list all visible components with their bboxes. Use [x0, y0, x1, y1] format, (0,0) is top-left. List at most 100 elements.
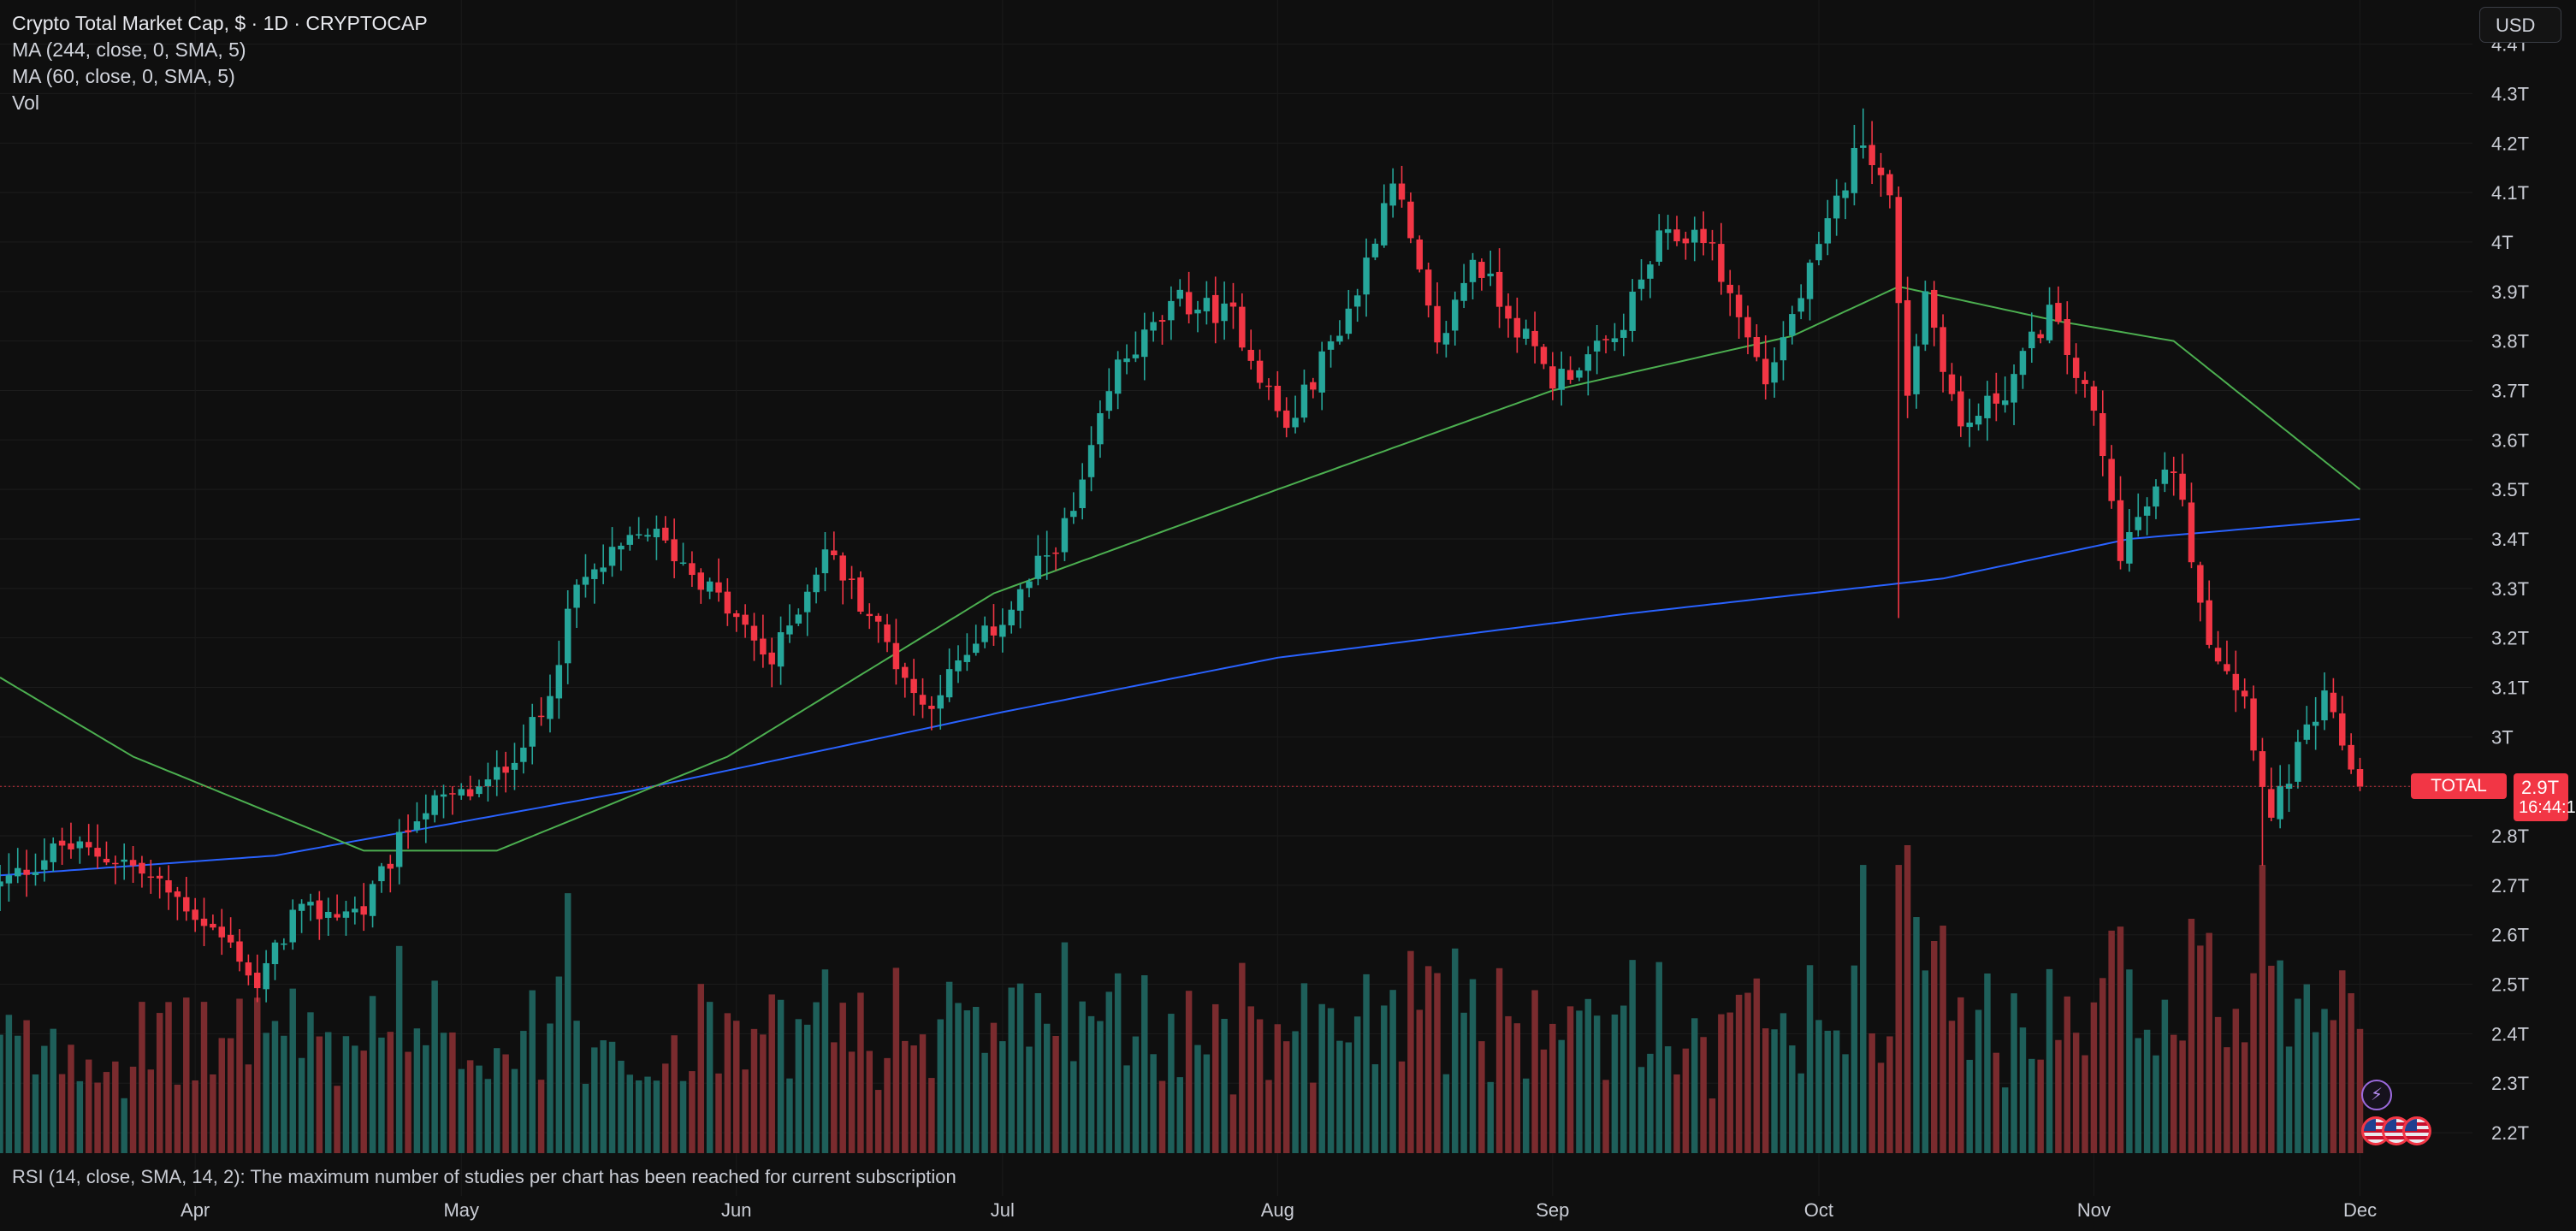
candle-body — [555, 665, 563, 699]
candle-body — [1780, 337, 1787, 361]
candle-body — [2108, 459, 2115, 501]
candle-body — [1318, 351, 1325, 393]
candle-body — [1655, 230, 1662, 262]
volume-bar — [2321, 1009, 2328, 1153]
candle-body — [5, 875, 13, 884]
volume-bar — [2099, 978, 2106, 1153]
candle-body — [218, 926, 225, 938]
candle-body — [1513, 317, 1521, 338]
volume-bar — [1602, 1080, 1609, 1153]
candle-body — [1442, 333, 1450, 345]
candle-body — [2037, 334, 2044, 339]
volume-bar — [121, 1098, 127, 1153]
candle-body — [1389, 183, 1396, 206]
candle-body — [715, 582, 722, 593]
volume-bar — [600, 1040, 607, 1153]
volume-bar — [378, 1037, 385, 1153]
volume-bar — [23, 1020, 30, 1153]
volume-bar — [1310, 1082, 1317, 1153]
volume-bar — [298, 1057, 305, 1153]
volume-bar — [671, 1035, 678, 1153]
candle-body — [2046, 305, 2053, 340]
candle-body — [884, 624, 891, 642]
candle-body — [271, 942, 279, 965]
candle-body — [573, 584, 580, 608]
volume-bar — [848, 1051, 856, 1153]
ma-60-line[interactable] — [0, 285, 2361, 852]
candle-body — [1079, 479, 1086, 508]
candle-body — [1132, 354, 1140, 358]
candle-body — [2303, 724, 2311, 740]
candle-body — [1682, 238, 1690, 244]
candle-body — [458, 789, 465, 796]
candle-body — [2197, 565, 2204, 603]
candle-body — [316, 900, 323, 920]
candle-body — [2161, 469, 2169, 484]
volume-bar — [626, 1074, 634, 1153]
candle-body — [1576, 370, 1583, 378]
candle-body — [431, 795, 438, 815]
symbol-title[interactable]: Crypto Total Market Cap, $ · 1D · CRYPTO… — [12, 12, 428, 34]
candle-body — [156, 875, 163, 879]
volume-bar — [1558, 1039, 1565, 1153]
volume-legend[interactable]: Vol — [12, 92, 39, 114]
volume-bar — [360, 1050, 367, 1153]
candle-body — [254, 973, 261, 989]
volume-bar — [1353, 1016, 1361, 1153]
ma-244-legend[interactable]: MA (244, close, 0, SMA, 5) — [12, 38, 246, 61]
volume-bar — [1877, 1062, 1885, 1153]
volume-bar — [502, 1054, 509, 1153]
candle-body — [955, 660, 962, 672]
candle-body — [1363, 257, 1370, 295]
candle-body — [342, 911, 350, 918]
y-tick-label: 4.3T — [2491, 83, 2529, 104]
volume-bar — [591, 1047, 598, 1153]
candle-body — [1549, 366, 1556, 389]
volume-bar — [165, 1002, 172, 1153]
candle-body — [112, 862, 119, 865]
volume-bar — [218, 1038, 225, 1153]
candle-body — [1469, 259, 1477, 282]
candle-body — [307, 902, 314, 906]
bolt-icon[interactable]: ⚡ — [2361, 1080, 2392, 1110]
volume-bar — [2010, 993, 2017, 1153]
candle-body — [2268, 789, 2275, 818]
candle-body — [1398, 183, 1406, 200]
volume-bar — [1735, 994, 1743, 1153]
candle-body — [1753, 336, 1761, 358]
volume-bar — [1229, 1094, 1237, 1153]
volume-bar — [76, 1080, 84, 1153]
candle-body — [1824, 218, 1832, 244]
volume-bar — [981, 1052, 988, 1153]
us-flag-icon[interactable] — [2402, 1116, 2431, 1145]
candle-body — [1424, 269, 1432, 306]
candle-body — [1381, 203, 1388, 246]
candle-body — [1265, 385, 1272, 388]
candle-body — [289, 909, 296, 943]
ma-244-line[interactable] — [0, 518, 2360, 877]
volume-bar — [1771, 1029, 1778, 1153]
currency-button[interactable]: USD — [2479, 7, 2561, 43]
candle-body — [1993, 393, 2000, 404]
volume-bar — [1097, 1021, 1104, 1153]
volume-bar — [2161, 999, 2169, 1153]
ma-60-legend[interactable]: MA (60, close, 0, SMA, 5) — [12, 65, 235, 87]
volume-bar — [564, 893, 571, 1153]
volume-bar — [813, 1002, 820, 1153]
candle-body — [689, 563, 696, 576]
candle-body — [183, 897, 190, 912]
candle-body — [1913, 346, 1920, 394]
volume-bar — [1806, 965, 1814, 1153]
volume-bar — [547, 1023, 554, 1153]
candle-body — [697, 572, 704, 590]
candle-body — [2117, 500, 2124, 561]
volume-bar — [635, 1080, 643, 1153]
volume-bar — [1922, 970, 1929, 1153]
candle-body — [41, 860, 48, 870]
candle-body — [644, 535, 651, 537]
volume-bar — [334, 1086, 341, 1153]
volume-bar — [2143, 1029, 2151, 1153]
volume-bar — [1381, 1005, 1388, 1153]
volume-bar — [129, 1066, 137, 1153]
